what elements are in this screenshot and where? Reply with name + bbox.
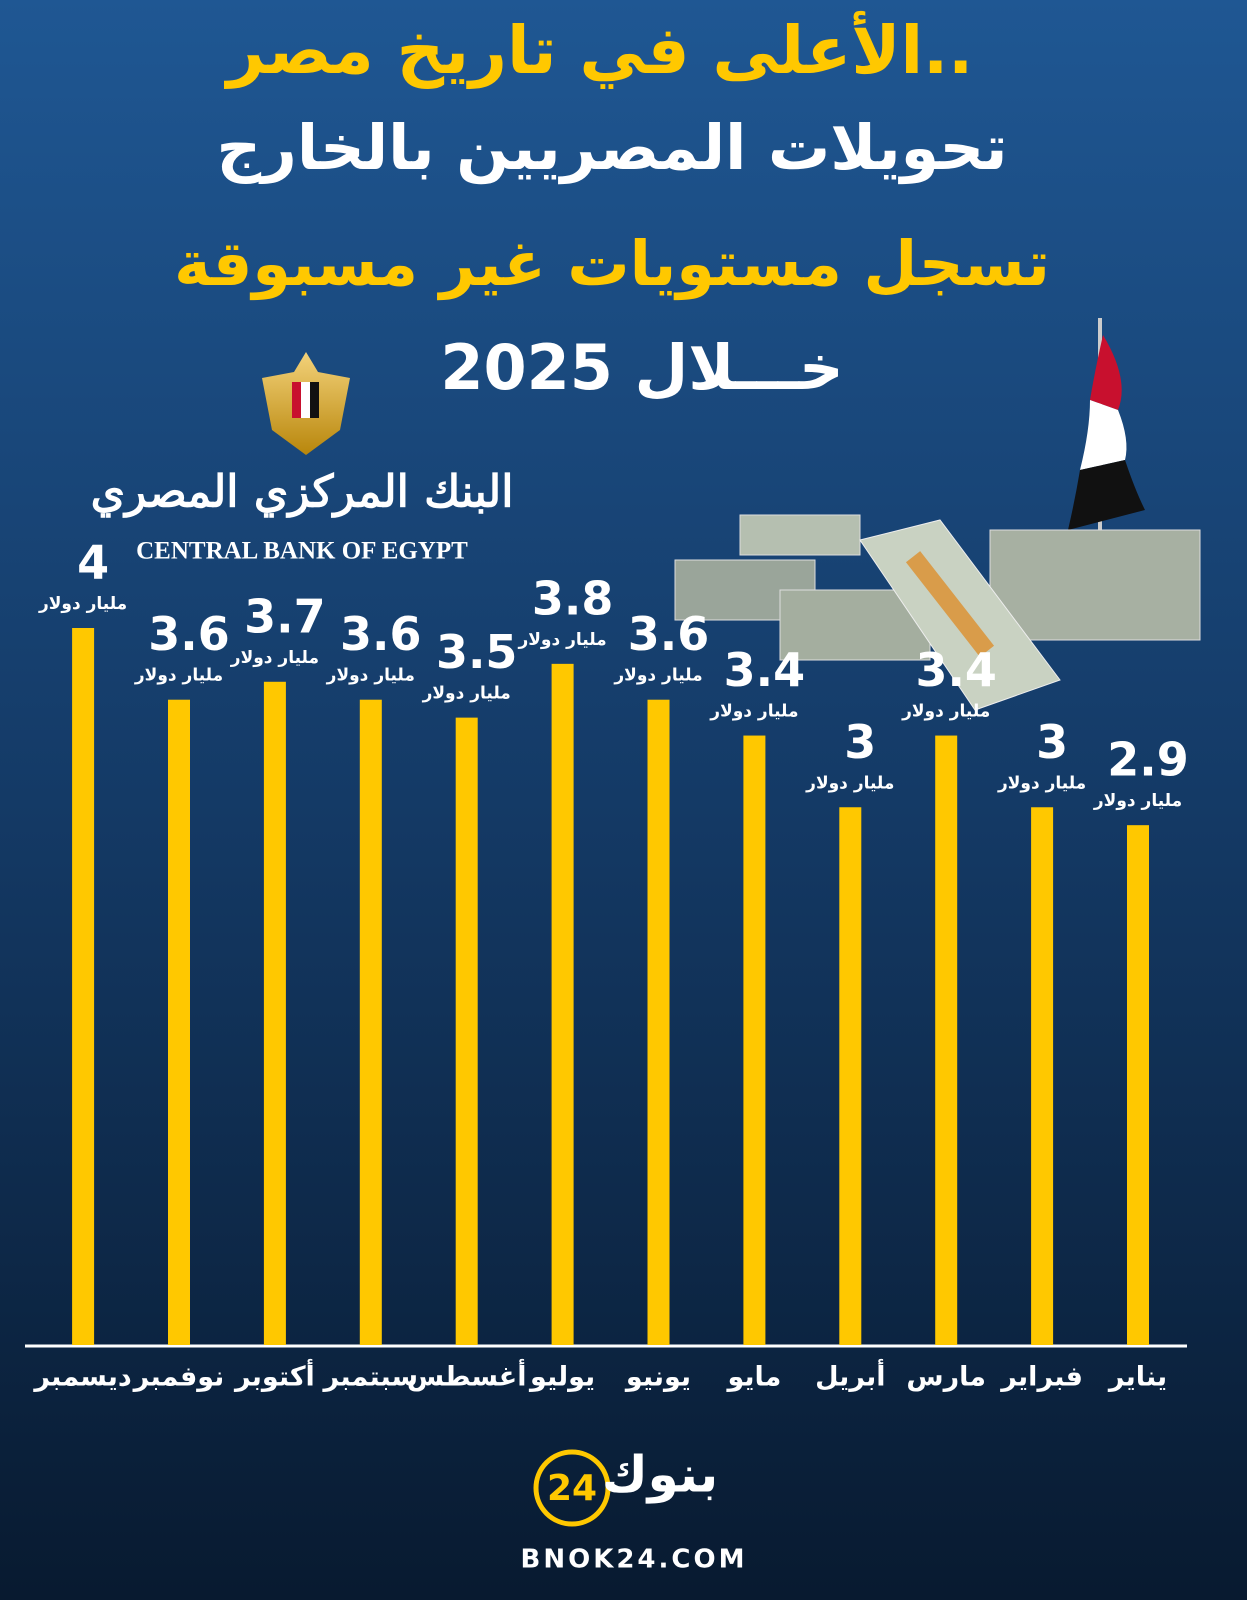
unit-label: مليار دولار (805, 773, 894, 793)
bar (935, 735, 958, 1345)
x-tick-label: أغسطس (407, 1359, 527, 1393)
bar (455, 717, 478, 1345)
unit-label: مليار دولار (901, 702, 990, 722)
bar (359, 699, 382, 1345)
bar (263, 681, 286, 1345)
unit-label: مليار دولار (230, 648, 319, 668)
flag (1068, 318, 1145, 540)
bar (743, 735, 766, 1345)
title: الأعلى في تاريخ مصر.. (224, 10, 974, 89)
x-tick-label: يناير (1107, 1362, 1167, 1393)
value-label: 3.4 (915, 643, 997, 697)
value-label: 3.6 (628, 607, 710, 661)
value-label: 3 (1036, 715, 1068, 769)
x-tick-label: يونيو (624, 1362, 691, 1393)
bar (168, 699, 190, 1345)
bar (551, 663, 574, 1345)
logo-arabic: البنك المركزي المصري (91, 467, 514, 519)
x-tick-label: مايو (725, 1362, 781, 1393)
x-tick-label: فبراير (999, 1362, 1083, 1393)
brand-number: 24 (547, 1468, 597, 1509)
unit-label: مليار دولار (997, 773, 1086, 793)
unit-label: مليار دولار (326, 666, 415, 686)
bar (647, 699, 670, 1345)
unit-label: مليار دولار (134, 666, 223, 686)
value-label: 3.5 (436, 625, 518, 679)
unit-label: مليار دولار (38, 594, 127, 614)
bar (72, 628, 95, 1345)
value-label: 3.7 (244, 589, 326, 643)
value-label: 3.8 (532, 571, 614, 625)
emblem (262, 352, 350, 455)
x-tick-label: أكتوبر (233, 1359, 315, 1393)
x-tick-label: نوفمبر (132, 1362, 225, 1393)
x-tick-label: أبريل (815, 1359, 885, 1393)
subtitle: خـــلال 2025 (440, 331, 843, 404)
x-tick-label: سبتمبر (322, 1362, 419, 1393)
value-label: 4 (77, 536, 109, 590)
bar (1127, 825, 1149, 1345)
bar (839, 807, 862, 1345)
brand-name: بنوك (602, 1446, 718, 1505)
unit-label: مليار دولار (422, 684, 511, 704)
unit-label: مليار دولار (613, 666, 702, 686)
value-label: 3.4 (724, 643, 806, 697)
value-label: 3 (844, 715, 876, 769)
logo-english: CENTRAL BANK OF EGYPT (136, 538, 468, 565)
unit-label: مليار دولار (1093, 791, 1182, 811)
bar (1031, 807, 1054, 1345)
value-label: 2.9 (1107, 733, 1189, 787)
subtitle: تحويلات المصريين بالخارج (217, 111, 1008, 184)
unit-label: مليار دولار (517, 630, 606, 650)
unit-label: مليار دولار (709, 702, 798, 722)
value-label: 3.6 (340, 607, 422, 661)
x-tick-label: يوليو (528, 1362, 595, 1393)
brand-site: BNOK24.COM (521, 1545, 748, 1575)
money (674, 514, 1201, 711)
subtitle: تسجل مستويات غير مسبوقة (174, 227, 1050, 300)
value-label: 3.6 (148, 607, 230, 661)
brand: 24 بنوك BNOK24.COM (521, 1446, 748, 1575)
x-tick-label: مارس (906, 1362, 986, 1393)
x-tick-label: ديسمبر (32, 1362, 131, 1393)
